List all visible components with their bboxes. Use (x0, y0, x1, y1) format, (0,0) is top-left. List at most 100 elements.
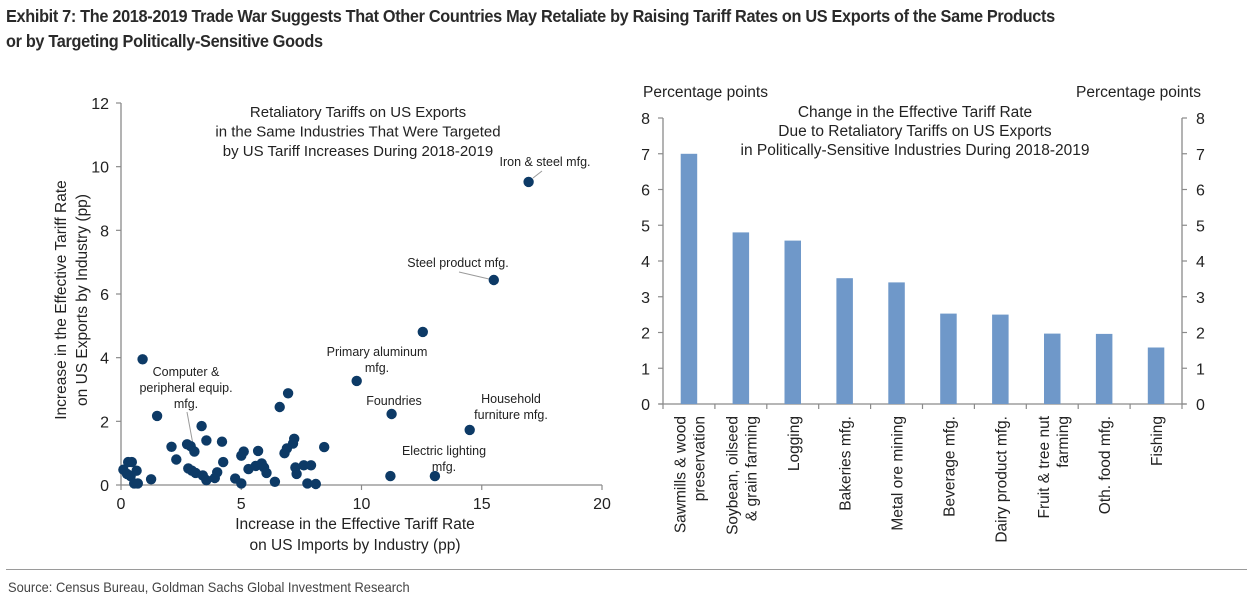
bar-left-y-tick-label: 6 (641, 183, 650, 200)
scatter-chart-title-line: Retaliatory Tariffs on US Exports (250, 104, 466, 121)
bar-category-label: Fruit & tree nut farming (1036, 415, 1072, 518)
bar-right-y-tick-label: 1 (1196, 361, 1205, 378)
scatter-y-tick-label: 8 (100, 223, 109, 240)
bar-category-label-line: Bakeries mfg. (838, 416, 855, 511)
scatter-point (218, 456, 229, 468)
scatter-point (386, 408, 397, 420)
bar-right-y-tick-label: 4 (1196, 254, 1205, 271)
scatter-annotation-label-line: Steel product mfg. (407, 256, 508, 270)
scatter-point (282, 388, 294, 399)
scatter-annotation-label: Household furniture mfg. (474, 392, 548, 422)
bar-category-label-line: preservation (692, 416, 709, 501)
bar-right-y-tick-label: 6 (1196, 183, 1205, 200)
scatter-point (252, 445, 264, 457)
scatter-point (216, 436, 228, 447)
scatter-point (201, 435, 212, 446)
scatter-point (171, 454, 182, 465)
scatter-annotation-label-line: furniture mfg. (474, 408, 548, 422)
bar (940, 313, 957, 404)
scatter-point (305, 460, 317, 471)
scatter-point (351, 375, 362, 387)
scatter-annotation-label-line: Foundries (366, 394, 422, 408)
scatter-point (238, 446, 249, 457)
scatter-point (137, 354, 148, 365)
source-divider (6, 569, 1247, 570)
scatter-annotation-label: Electric lighting mfg. (402, 444, 486, 474)
bar-right-y-axis-title: Percentage points (1076, 84, 1201, 101)
scatter-point (488, 274, 499, 286)
scatter-annotation-label: Steel product mfg. (407, 256, 508, 270)
scatter-annotation-label-line: Primary aluminum (327, 345, 428, 359)
scatter-point (261, 467, 272, 479)
scatter-point (269, 476, 281, 487)
bar-category-label: Bakeries mfg. (838, 416, 855, 511)
scatter-chart-title-line: in the Same Industries That Were Targete… (215, 124, 500, 141)
exhibit-title-line2: or by Targeting Politically-Sensitive Go… (6, 31, 323, 51)
scatter-point (126, 456, 137, 468)
bar-left-y-tick-label: 0 (641, 397, 650, 414)
scatter-point (289, 433, 300, 444)
bar-category-label-line: Oth. food mfg. (1097, 416, 1114, 514)
scatter-y-axis-title: Increase in the Effective Tariff Rate on … (53, 180, 91, 420)
bar-category-label-line: farming (1055, 416, 1072, 468)
scatter-annotation-label: Foundries (366, 394, 422, 408)
scatter-x-tick-label: 5 (237, 496, 246, 513)
scatter-x-axis-title: Increase in the Effective Tariff Rate on … (235, 516, 475, 554)
scatter-point (274, 401, 285, 413)
scatter-y-tick-label: 0 (100, 478, 109, 495)
scatter-annotation-label-line: Computer & (153, 365, 220, 379)
scatter-annotation-label-line: Iron & steel mfg. (499, 155, 590, 169)
bar-left-y-tick-label: 3 (641, 290, 650, 307)
bar-category-label-line: Soybean, oilseed (724, 416, 741, 535)
bar-category-label: Beverage mfg. (942, 416, 959, 517)
bar-category-label-line: Logging (786, 416, 803, 471)
scatter-x-tick-label: 15 (473, 496, 491, 513)
scatter-point (151, 410, 163, 422)
bar (680, 153, 698, 405)
scatter-y-tick-label: 6 (100, 287, 109, 304)
scatter-point (209, 472, 220, 484)
exhibit-title: Exhibit 7: The 2018-2019 Trade War Sugge… (6, 4, 1159, 54)
bar-right-y-tick-label: 3 (1196, 290, 1205, 307)
scatter-annotation-label-line: peripheral equip. (139, 381, 232, 395)
scatter-point (298, 460, 309, 471)
scatter-annotation-label-line: mfg. (365, 361, 389, 375)
bar-left-y-tick-label: 5 (641, 218, 650, 235)
scatter-point (166, 441, 177, 452)
scatter-y-tick-label: 12 (91, 96, 109, 113)
bar (888, 282, 905, 404)
bar-left-y-tick-label: 7 (641, 147, 650, 164)
scatter-point (464, 424, 475, 436)
scatter-chart: 0 2 4 6 8 10 12 0 5 10 15 20 Increase in the Effecti… (53, 96, 611, 554)
bar-category-label: Sawmills & wood preservation (673, 416, 709, 533)
bar-left-y-tick-label: 4 (641, 254, 650, 271)
bar-left-y-tick-label: 1 (641, 361, 650, 378)
bar-category-label: Oth. food mfg. (1097, 416, 1114, 514)
bar-chart-title-line: in Politically-Sensitive Industries Duri… (741, 142, 1090, 159)
bar-right-y-tick-label: 0 (1196, 397, 1205, 414)
bar (1147, 347, 1165, 404)
bar-left-y-tick-label: 8 (641, 111, 650, 128)
bar-category-label: Soybean, oilseed & grain farming (724, 416, 760, 535)
scatter-point (319, 441, 330, 453)
scatter-annotation-label-line: mfg. (432, 460, 456, 474)
scatter-y-axis-title-line: Increase in the Effective Tariff Rate (53, 180, 70, 420)
scatter-chart-title-line: by US Tariff Increases During 2018-2019 (223, 143, 493, 160)
scatter-x-tick-label: 10 (353, 496, 371, 513)
scatter-x-tick-label: 20 (593, 496, 611, 513)
scatter-annotation-label-line: Electric lighting (402, 444, 486, 458)
scatter-point (196, 420, 207, 432)
scatter-point (523, 176, 534, 188)
bar-category-label: Metal ore mining (890, 416, 907, 531)
scatter-point (131, 465, 142, 476)
bar-right-y-tick-label: 2 (1196, 326, 1205, 343)
scatter-point (429, 470, 441, 482)
scatter-y-tick-label: 10 (91, 160, 109, 177)
bar-category-label-line: Sawmills & wood (673, 416, 690, 533)
scatter-y-tick-label: 2 (100, 414, 109, 431)
bar-category-label-line: Fruit & tree nut (1036, 415, 1053, 518)
bar-category-label-line: Beverage mfg. (942, 416, 959, 517)
scatter-point (385, 470, 396, 482)
bar-category-label-line: & grain farming (743, 416, 760, 521)
